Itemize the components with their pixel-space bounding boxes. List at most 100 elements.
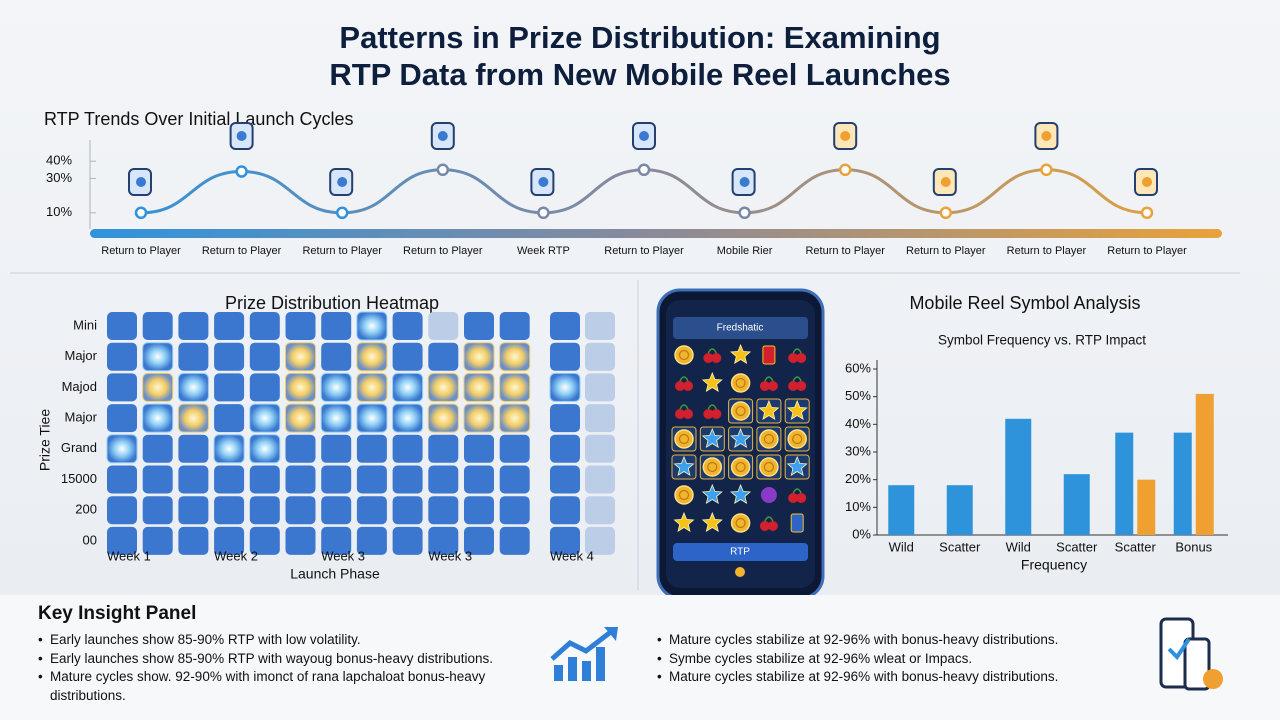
icon-glyph [1041,131,1052,141]
heat-cell [464,496,494,525]
heat-cell [214,312,245,340]
panel-title: Key Insight Panel [38,603,197,624]
symbol [786,455,808,476]
icon-glyph [940,177,951,187]
insight-panel: Key Insight Panel Early launches show 85… [0,595,1280,720]
icon-glyph [437,131,448,141]
heat-cell [321,312,352,340]
heat-cell [107,342,137,371]
x-tick-label: Wild [889,539,914,554]
heat-cell [178,526,209,555]
x-tick-label: Week 3 [321,548,365,563]
heat-cell [463,342,495,372]
heat-cell [107,373,137,402]
symbol [730,483,752,504]
heat-cell [214,526,245,555]
heat-cell [585,342,615,371]
symbol [735,377,746,389]
symbol [764,516,774,522]
point [838,163,852,177]
heat-cell [142,526,173,555]
symbol [792,488,802,494]
x-tick-label: Week RTP [517,245,570,257]
symbol [678,489,690,501]
heat-cell [214,373,245,402]
point [637,163,651,177]
y-tick-label: 50% [845,388,871,403]
heat-cell [392,526,423,555]
heat-cell [356,465,387,494]
symbol [796,381,807,391]
bar [946,485,973,535]
heat-cell [178,434,209,463]
symbol [730,343,752,364]
heat-cell [550,434,580,463]
heat-cell [321,434,352,463]
symbol [788,381,799,391]
infographic: Patterns in Prize Distribution: Examinin… [10,20,1240,595]
heat-cell [249,403,281,433]
phone-button[interactable]: RTP [730,547,750,558]
heat-cell [142,342,174,372]
y-tick-label: 10% [845,499,871,514]
insight: Early launches show 85-90% RTP with wayo… [38,650,538,669]
x-tick-label: Return to Player [1007,245,1087,257]
heat-cell [178,496,209,525]
heat-cell [285,312,316,340]
y-tick-label: 0% [852,526,871,541]
icon-glyph [1142,177,1152,187]
y-tick-label: 00 [83,532,97,547]
heat-cell [356,311,388,341]
symbol [759,381,770,391]
heat-cell [249,342,280,371]
heat-cell [427,403,459,433]
symbol [796,353,807,363]
x-tick-label: Week 4 [550,548,594,563]
symbol [759,521,770,531]
heat-cell [463,403,495,433]
x-tick-label: Scatter [1056,539,1098,554]
symbol [678,349,690,361]
symbol [701,371,723,392]
symbol [730,427,752,448]
symbol [767,521,778,531]
x-tick-label: Return to Player [302,245,382,257]
point [335,206,349,220]
symbol [759,457,779,477]
x-tick-label: Bonus [1175,539,1212,554]
insight: Mature cycles stabilize at 92-96% with b… [657,631,1137,650]
symbol [758,399,780,420]
heat-cell [463,372,495,402]
symbol [764,376,774,382]
x-tick-label: Return to Player [604,245,684,257]
x-tick-label: Scatter [1115,539,1157,554]
heat-cell [585,465,615,494]
title-line: RTP Data from New Mobile Reel Launches [329,57,950,92]
heat-cell [214,465,245,494]
symbol [675,381,685,391]
heat-cell [214,342,245,371]
heat-cell [285,526,316,555]
heat-cell [550,312,580,340]
symbol [707,404,717,410]
heat-cell [285,342,316,372]
symbol [683,381,693,391]
heat-cell [320,372,352,402]
heat-cell [499,403,531,433]
x-tick-label: Wild [1006,539,1031,554]
heat-cell [249,526,280,555]
heat-cell [214,404,245,433]
point [235,165,248,178]
y-tick-label: 200 [75,502,97,517]
y-tick-label: Majod [62,379,97,394]
symbol [703,409,714,419]
heat-cell [499,526,530,555]
heat-cell [392,403,424,433]
heat-cell [356,342,388,372]
symbol [701,427,723,448]
phone-header[interactable]: Fredshatic [717,323,764,334]
heat-cell [249,465,280,494]
heat-cell [499,434,530,463]
heat-cell [499,312,530,340]
